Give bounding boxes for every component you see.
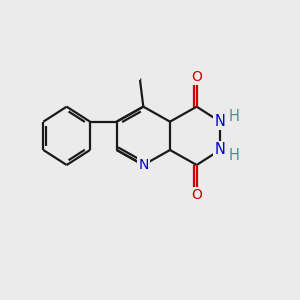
Text: O: O xyxy=(191,70,202,84)
Text: N: N xyxy=(214,142,225,158)
Text: N: N xyxy=(214,114,225,129)
Text: O: O xyxy=(191,188,202,202)
Text: N: N xyxy=(138,158,148,172)
Text: H: H xyxy=(229,109,239,124)
Text: •: • xyxy=(138,77,142,83)
Text: H: H xyxy=(229,148,239,163)
